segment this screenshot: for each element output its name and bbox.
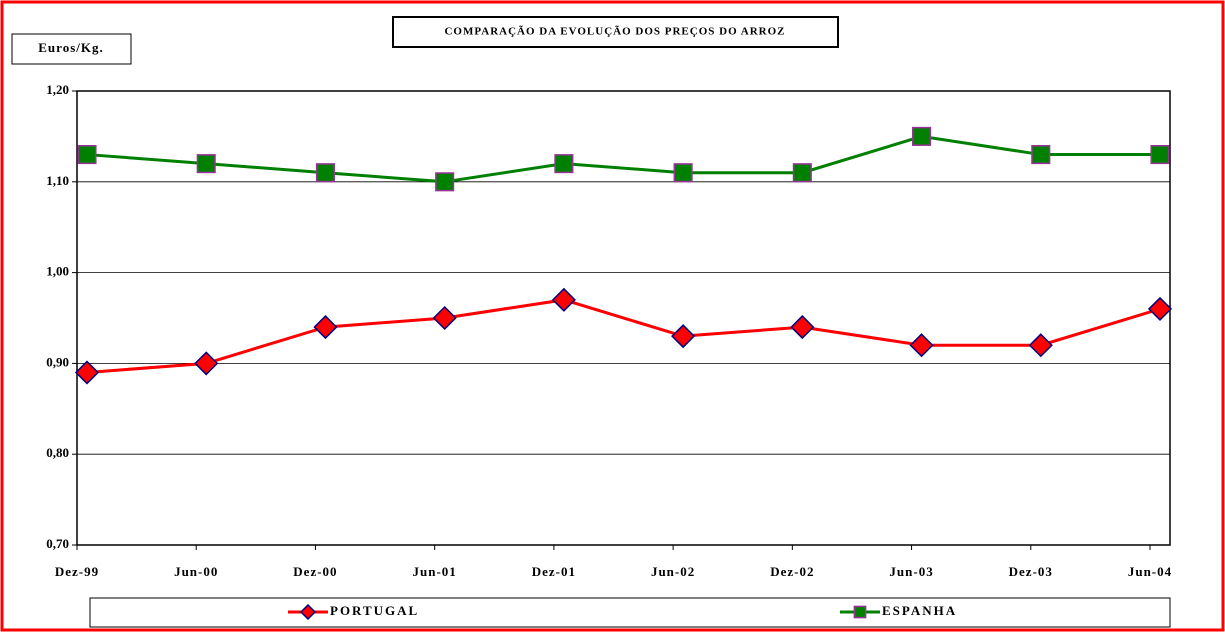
chart-title: COMPARAÇÃO DA EVOLUÇÃO DOS PREÇOS DO ARR… <box>444 26 785 38</box>
x-tick-label: Dez-00 <box>293 564 337 579</box>
data-point <box>313 315 338 340</box>
legend-label: ESPANHA <box>882 603 957 618</box>
y-label-box <box>11 33 132 65</box>
data-point <box>77 145 97 165</box>
data-point <box>790 315 815 340</box>
data-point <box>74 360 100 385</box>
data-point <box>435 172 455 192</box>
y-tick-label: 0,90 <box>46 354 69 369</box>
data-point <box>554 154 574 174</box>
legend-marker <box>299 603 317 621</box>
data-point <box>1031 145 1051 165</box>
title-box <box>392 16 839 48</box>
legend-box <box>89 597 1171 628</box>
data-point <box>551 287 576 312</box>
x-tick-label: Dez-01 <box>532 564 576 579</box>
data-point <box>1147 296 1173 321</box>
data-point <box>673 163 693 183</box>
x-tick-label: Jun-03 <box>889 564 933 579</box>
x-tick-label: Dez-99 <box>55 564 99 579</box>
x-tick-label: Jun-01 <box>413 564 457 579</box>
data-point <box>194 351 219 376</box>
y-tick-label: 1,20 <box>46 82 69 97</box>
y-tick-label: 1,10 <box>46 173 69 188</box>
x-tick-label: Dez-03 <box>1009 564 1053 579</box>
y-axis-label: Euros/Kg. <box>38 40 103 55</box>
data-point <box>912 126 932 146</box>
data-point <box>432 305 457 331</box>
x-tick-label: Jun-00 <box>174 564 218 579</box>
series-line <box>86 298 1161 374</box>
data-point <box>196 154 216 174</box>
series-line <box>86 134 1160 184</box>
data-point <box>792 163 812 183</box>
legend-marker <box>853 605 867 619</box>
data-point <box>909 333 934 358</box>
legend-label: PORTUGAL <box>330 603 419 618</box>
x-tick-label: Dez-02 <box>770 564 814 579</box>
y-tick-label: 0,80 <box>46 445 69 460</box>
x-tick-label: Jun-02 <box>651 564 695 579</box>
data-point <box>1150 145 1170 165</box>
data-point <box>671 324 696 349</box>
data-point <box>315 163 335 183</box>
x-tick-label: Jun-04 <box>1128 564 1172 579</box>
y-tick-label: 1,00 <box>46 264 69 279</box>
y-tick-label: 0,70 <box>46 536 69 551</box>
data-point <box>1028 333 1053 358</box>
